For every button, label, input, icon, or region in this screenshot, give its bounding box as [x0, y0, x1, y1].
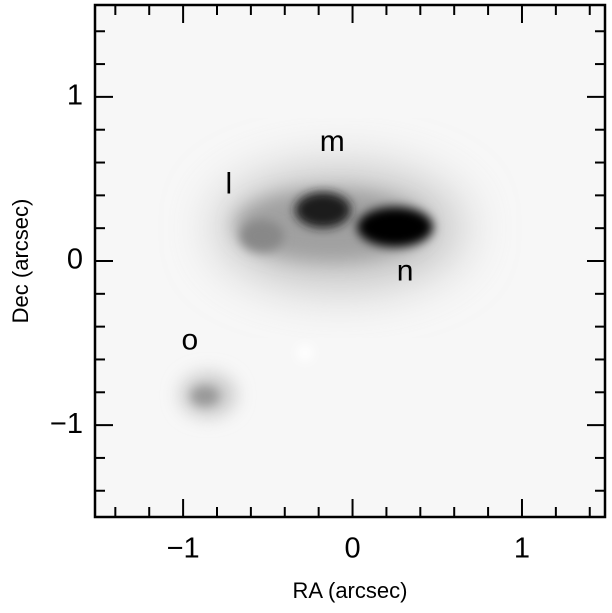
annotation: l: [226, 167, 233, 200]
y-tick-label: −1: [50, 408, 83, 440]
x-tick-label: −1: [167, 533, 200, 565]
x-axis-label: RA (arcsec): [293, 578, 408, 603]
image: [180, 173, 460, 417]
y-tick-label: 1: [67, 80, 83, 112]
x-tick-label: 1: [514, 533, 530, 565]
annotation: n: [397, 254, 414, 287]
y-axis-label: Dec (arcsec): [8, 199, 33, 324]
annotation: o: [182, 323, 199, 356]
y-tick-label: 0: [67, 244, 83, 276]
x-tick-label: 0: [344, 533, 360, 565]
annotation: m: [320, 125, 345, 158]
